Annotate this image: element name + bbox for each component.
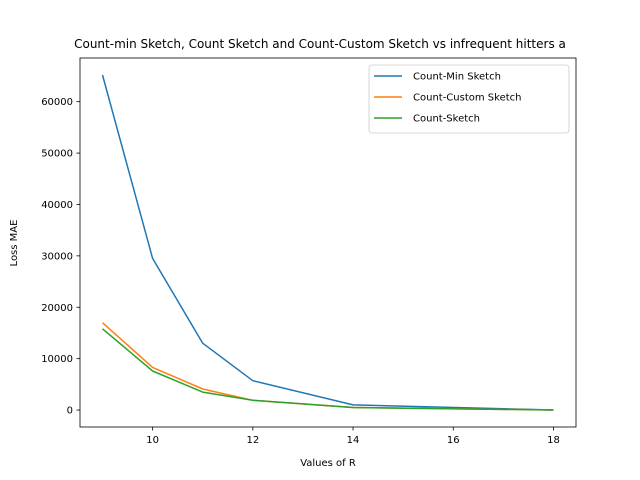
y-axis: 0 10000 20000 30000 40000 50000 60000 [41, 97, 80, 417]
plot-frame [79, 57, 577, 428]
series-line-count-custom-sketch [102, 322, 554, 411]
legend: Count-Min Sketch Count-Custom Sketch Count… [368, 64, 570, 134]
y-tick-label: 60000 [41, 97, 73, 108]
x-tick-label: 16 [447, 435, 460, 446]
plot-area [79, 57, 577, 428]
legend-label-count-min-sketch: Count-Min Sketch [413, 72, 501, 83]
y-axis-label: Loss MAE [9, 220, 20, 267]
y-tick-label: 40000 [41, 200, 73, 211]
series-layer [101, 74, 554, 411]
y-tick-label: 10000 [41, 354, 73, 365]
y-tick-label: 30000 [41, 251, 73, 262]
legend-label-count-sketch: Count-Sketch [413, 114, 480, 125]
y-tick-label: 20000 [41, 303, 73, 314]
x-axis-label: Values of R [300, 458, 356, 469]
series-line-count-min-sketch [101, 74, 554, 411]
series-line-count-sketch [102, 328, 554, 411]
chart-title: Count-min Sketch, Count Sketch and Count… [74, 37, 566, 51]
x-tick-label: 18 [547, 435, 560, 446]
legend-label-count-custom-sketch: Count-Custom Sketch [413, 93, 522, 104]
x-tick-label: 14 [347, 435, 360, 446]
y-tick-label: 50000 [41, 149, 73, 160]
x-axis: 10 12 14 16 18 [146, 427, 560, 446]
x-tick-label: 12 [246, 435, 259, 446]
y-tick-label: 0 [67, 406, 73, 417]
x-tick-label: 10 [146, 435, 159, 446]
legend-box [368, 64, 570, 134]
